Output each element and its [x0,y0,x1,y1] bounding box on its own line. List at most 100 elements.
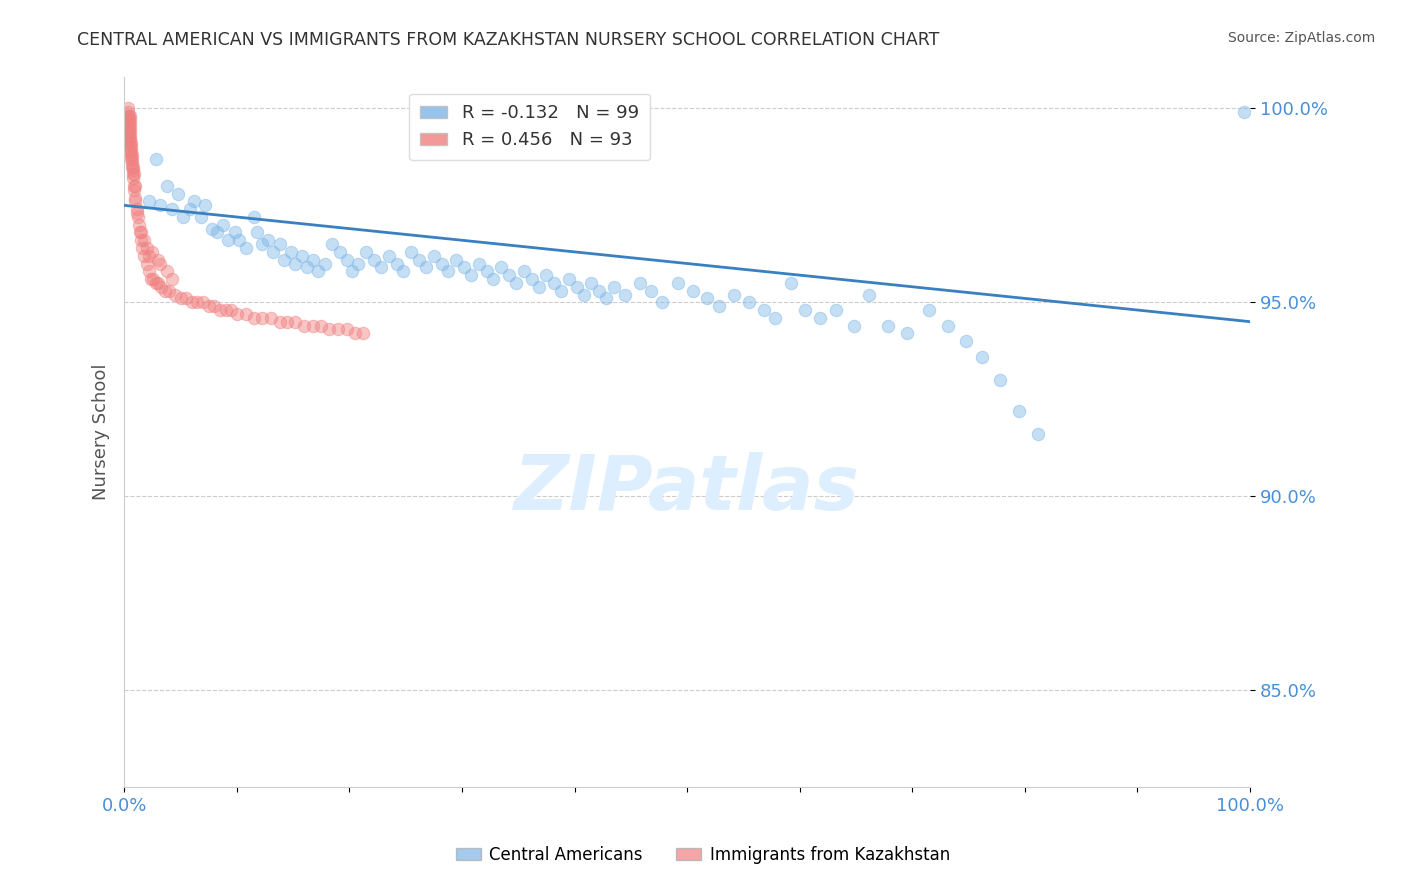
Point [156,178,179,193]
Point [284,315,307,329]
Point [988,373,1011,387]
Point [385,256,408,270]
Point [824,303,846,318]
Point [167,186,190,201]
Point [682,284,704,298]
Point [242,210,264,224]
Point [142,272,165,286]
Y-axis label: Nursery School: Nursery School [93,364,110,500]
Point [212,218,235,232]
Point [336,252,359,267]
Point [138,249,160,263]
Point [453,260,475,275]
Point [527,279,550,293]
Point [307,264,329,278]
Point [179,202,201,217]
Point [292,318,315,333]
Point [896,326,918,341]
Point [201,221,224,235]
Point [180,295,202,310]
Point [520,272,543,286]
Point [763,310,786,325]
Point [145,152,167,166]
Point [482,272,505,286]
Point [124,167,146,181]
Point [696,292,718,306]
Point [581,276,603,290]
Text: ZIPatlas: ZIPatlas [515,452,860,526]
Point [120,152,142,166]
Point [314,256,336,270]
Point [157,284,180,298]
Point [415,260,437,275]
Point [131,241,153,255]
Point [118,128,141,143]
Point [129,226,152,240]
Point [246,226,269,240]
Point [970,350,993,364]
Point [235,307,257,321]
Point [225,307,247,321]
Point [269,315,291,329]
Point [437,264,460,278]
Point [752,303,775,318]
Point [135,241,157,255]
Point [120,140,142,154]
Point [118,128,141,143]
Point [122,167,145,181]
Point [273,252,295,267]
Point [118,109,141,123]
Point [640,284,662,298]
Point [259,310,281,325]
Point [284,256,307,270]
Point [808,310,831,325]
Point [118,125,141,139]
Point [121,155,143,169]
Point [505,276,527,290]
Point [723,287,745,301]
Point [153,284,176,298]
Point [262,244,284,259]
Point [174,292,197,306]
Point [666,276,689,290]
Point [160,202,183,217]
Point [779,276,801,290]
Point [118,132,141,146]
Point [202,299,225,313]
Point [276,315,298,329]
Point [118,144,141,158]
Point [235,241,257,255]
Point [1233,105,1256,120]
Point [117,102,139,116]
Point [336,322,359,336]
Point [302,318,325,333]
Point [475,264,498,278]
Point [498,268,520,282]
Point [858,287,880,301]
Point [146,276,169,290]
Point [118,120,141,135]
Point [117,105,139,120]
Point [329,244,352,259]
Point [121,152,143,166]
Point [160,272,183,286]
Point [172,210,194,224]
Point [491,260,513,275]
Point [224,226,246,240]
Point [352,326,374,341]
Point [588,284,610,298]
Point [121,160,143,174]
Point [219,303,242,318]
Point [707,299,730,313]
Point [125,206,148,220]
Point [370,260,392,275]
Point [876,318,898,333]
Point [242,310,264,325]
Point [430,256,453,270]
Point [309,318,332,333]
Point [614,287,637,301]
Point [340,264,363,278]
Point [118,113,141,128]
Point [122,160,145,174]
Point [124,191,146,205]
